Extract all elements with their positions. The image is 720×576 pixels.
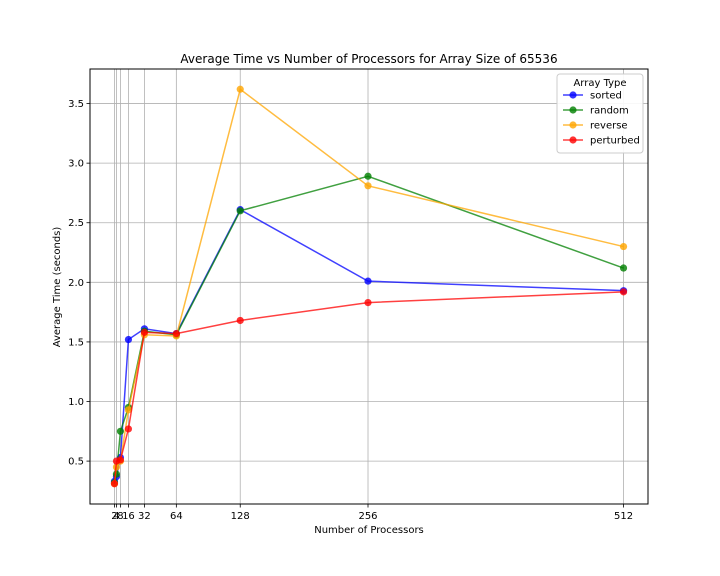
series-layer [110, 85, 628, 488]
series-perturbed [110, 288, 628, 488]
y-tick-label: 1.0 [68, 397, 84, 408]
data-point-reverse [364, 182, 372, 190]
x-tick-label: 64 [170, 511, 183, 522]
legend-label: sorted [590, 91, 622, 102]
y-tick-label: 3.5 [68, 99, 84, 110]
data-point-perturbed [124, 425, 133, 433]
y-tick-label: 1.5 [68, 337, 84, 348]
y-axis-label: Average Time (seconds) [52, 227, 63, 348]
data-point-reverse [236, 85, 244, 93]
data-point-reverse [124, 406, 133, 414]
legend: Array Type sorted random reverse perturbed [556, 73, 644, 154]
legend-swatch-marker [569, 121, 577, 129]
y-tick-label: 3.0 [68, 159, 84, 170]
data-point-perturbed [619, 288, 628, 296]
data-point-perturbed [172, 329, 180, 338]
legend-title: Array Type [573, 78, 626, 89]
legend-item-reverse: reverse [563, 121, 628, 132]
x-tick-label: 128 [231, 511, 250, 522]
series-random [110, 172, 628, 487]
legend-label: perturbed [590, 136, 640, 147]
data-point-perturbed [116, 456, 125, 464]
x-tick-label: 16 [122, 511, 135, 522]
data-point-reverse [619, 242, 628, 251]
x-tick-label: 8 [117, 511, 123, 522]
data-point-random [116, 427, 125, 435]
data-point-perturbed [110, 480, 119, 488]
series-line-reverse [113, 87, 624, 484]
legend-swatch-marker [569, 106, 577, 114]
x-tick-label: 512 [614, 511, 633, 522]
data-point-random [236, 207, 244, 215]
series-reverse [110, 85, 628, 488]
data-point-random [619, 264, 628, 272]
legend-label: random [590, 106, 629, 117]
legend-item-random: random [563, 106, 629, 117]
legend-label: reverse [590, 121, 628, 132]
chart-title: Average Time vs Number of Processors for… [180, 52, 557, 66]
series-line-random [113, 175, 624, 483]
y-tick-label: 2.5 [68, 218, 84, 229]
plot-area-frame [89, 68, 649, 505]
data-point-sorted [124, 335, 133, 344]
y-tick-label: 0.5 [68, 457, 84, 468]
data-point-perturbed [140, 328, 149, 336]
data-point-perturbed [236, 316, 244, 325]
y-tick-label: 2.0 [68, 278, 84, 289]
data-point-perturbed [364, 298, 372, 307]
legend-swatch-marker [569, 91, 577, 99]
data-point-sorted [364, 277, 372, 285]
series-line-perturbed [113, 291, 624, 484]
legend-swatch-marker [569, 136, 577, 144]
data-point-random [364, 172, 372, 180]
series-sorted [110, 206, 628, 485]
legend-box [556, 73, 644, 154]
x-tick-label: 2 [111, 511, 117, 522]
series-line-sorted [113, 208, 624, 482]
x-tick-label: 32 [138, 511, 151, 522]
legend-item-sorted: sorted [563, 91, 622, 102]
x-tick-label: 4 [113, 511, 119, 522]
x-axis-label: Number of Processors [314, 525, 424, 536]
legend-item-perturbed: perturbed [563, 136, 640, 147]
x-tick-label: 256 [358, 511, 377, 522]
